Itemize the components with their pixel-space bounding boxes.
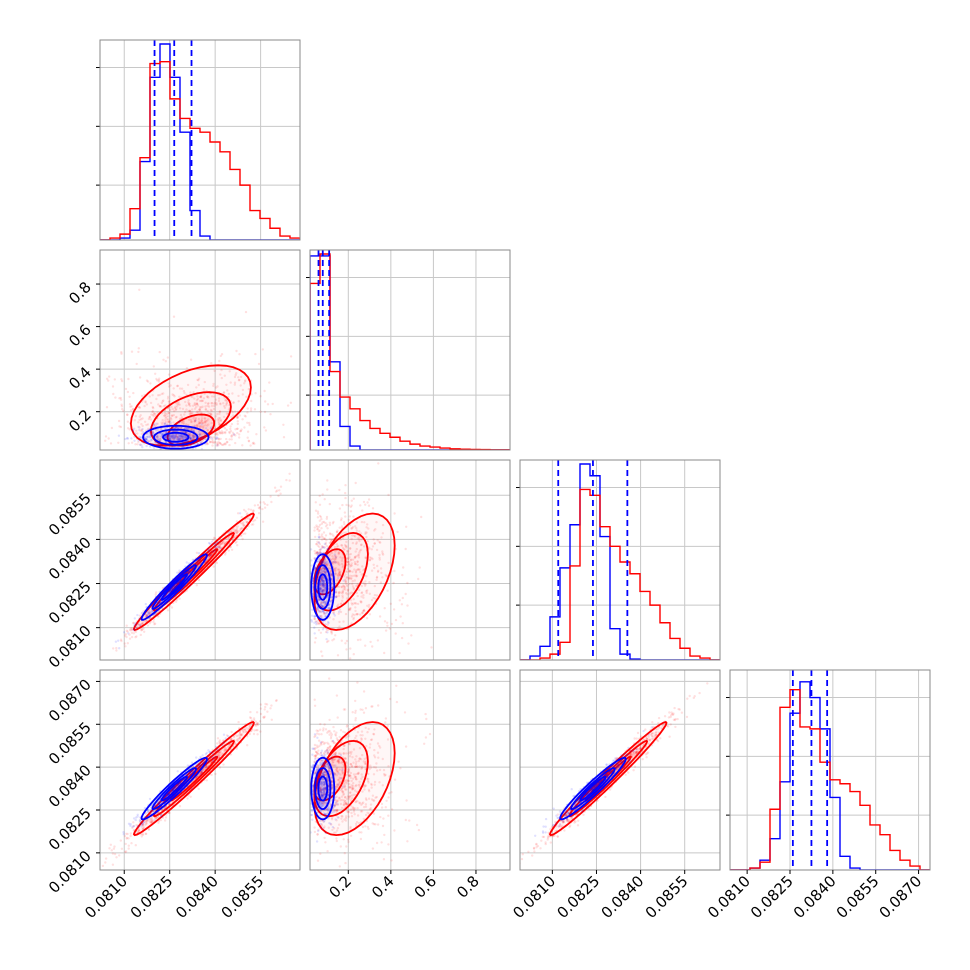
blue-contour xyxy=(310,553,336,621)
blue-contour xyxy=(317,775,329,802)
hist-panel-0 xyxy=(96,39,301,241)
x-tick-label: 0.8 xyxy=(453,872,483,902)
blue-contour xyxy=(160,775,188,802)
red-histogram xyxy=(310,253,510,450)
blue-contour xyxy=(162,431,190,443)
x-tick-label: 0.0870 xyxy=(876,872,926,922)
panel-frame xyxy=(99,459,301,661)
scatter-panel-3-0 xyxy=(99,669,301,871)
y-tick-label: 0.0870 xyxy=(45,676,95,726)
blue-contour xyxy=(142,424,210,450)
blue-histogram xyxy=(730,681,930,870)
panel-frame xyxy=(99,39,301,241)
panel-frame xyxy=(309,669,511,871)
x-tick-label: 0.0840 xyxy=(172,872,222,922)
x-tick-label: 0.0855 xyxy=(642,872,692,922)
x-tick-label: 0.0840 xyxy=(598,872,648,922)
y-tick-label: 0.8 xyxy=(65,278,95,308)
blue-contour xyxy=(579,775,607,802)
blue-contour xyxy=(317,573,329,601)
scatter-panel-1-0 xyxy=(99,249,301,451)
red-contour xyxy=(152,739,235,818)
blue-contour xyxy=(140,553,208,621)
x-tick-label: 0.0825 xyxy=(127,872,177,922)
red-contour xyxy=(152,531,235,612)
blue-contour xyxy=(151,767,198,811)
x-tick-label: 0.0810 xyxy=(81,872,131,922)
x-tick-label: 0.0810 xyxy=(509,872,559,922)
scatter-panel-3-2 xyxy=(519,669,721,871)
x-tick-label: 0.0855 xyxy=(218,872,268,922)
blue-contour xyxy=(314,767,332,811)
y-tick-label: 0.0825 xyxy=(45,578,95,628)
panel-frame xyxy=(99,669,301,871)
red-contour xyxy=(132,720,255,837)
blue-contour xyxy=(570,767,616,811)
y-tick-label: 0.4 xyxy=(65,363,95,393)
panel-frame xyxy=(519,459,721,661)
x-tick-label: 0.0825 xyxy=(553,872,603,922)
x-tick-label: 0.0825 xyxy=(747,872,797,922)
blue-contour xyxy=(152,428,199,446)
red-contour xyxy=(313,512,396,631)
panels-layer: 0.20.40.60.80.08100.08250.08400.08550.08… xyxy=(45,39,931,922)
panel-frame xyxy=(519,669,721,871)
y-tick-label: 0.0855 xyxy=(45,718,95,768)
y-tick-label: 0.2 xyxy=(65,406,95,436)
blue-contour xyxy=(140,756,208,821)
y-tick-label: 0.0825 xyxy=(45,804,95,854)
red-histogram xyxy=(100,60,300,240)
scatter-panel-2-1 xyxy=(309,459,511,661)
red-histogram xyxy=(730,688,930,870)
y-tick-label: 0.0810 xyxy=(45,622,95,672)
x-tick-label: 0.0810 xyxy=(704,872,754,922)
panel-frame xyxy=(99,249,301,451)
panel-frame xyxy=(309,459,511,661)
x-tick-label: 0.6 xyxy=(411,872,441,902)
y-tick-label: 0.0840 xyxy=(45,761,95,811)
red-contour xyxy=(129,364,252,447)
blue-contour xyxy=(314,564,332,610)
y-tick-label: 0.0810 xyxy=(45,847,95,897)
blue-contour xyxy=(151,564,198,610)
y-tick-label: 0.6 xyxy=(65,321,95,351)
x-tick-label: 0.2 xyxy=(326,872,356,902)
y-tick-label: 0.0855 xyxy=(45,489,95,539)
scatter-panel-2-0 xyxy=(99,459,301,661)
blue-histogram xyxy=(310,255,510,450)
red-contour xyxy=(548,720,668,837)
blue-contour xyxy=(310,756,336,821)
hist-panel-2 xyxy=(516,459,721,661)
hist-panel-3 xyxy=(726,669,931,871)
y-tick-label: 0.0840 xyxy=(45,534,95,584)
red-histogram xyxy=(520,488,720,660)
blue-contour xyxy=(160,573,188,601)
panel-frame xyxy=(729,669,931,871)
x-tick-label: 0.0840 xyxy=(790,872,840,922)
x-tick-label: 0.4 xyxy=(368,872,398,902)
blue-histogram xyxy=(520,463,720,660)
red-contour xyxy=(132,512,255,632)
red-contour xyxy=(313,721,396,837)
x-tick-label: 0.0855 xyxy=(833,872,883,922)
hist-panel-1 xyxy=(306,249,511,451)
panel-frame xyxy=(309,249,511,451)
blue-contour xyxy=(559,756,627,821)
scatter-panel-3-1 xyxy=(309,669,511,871)
